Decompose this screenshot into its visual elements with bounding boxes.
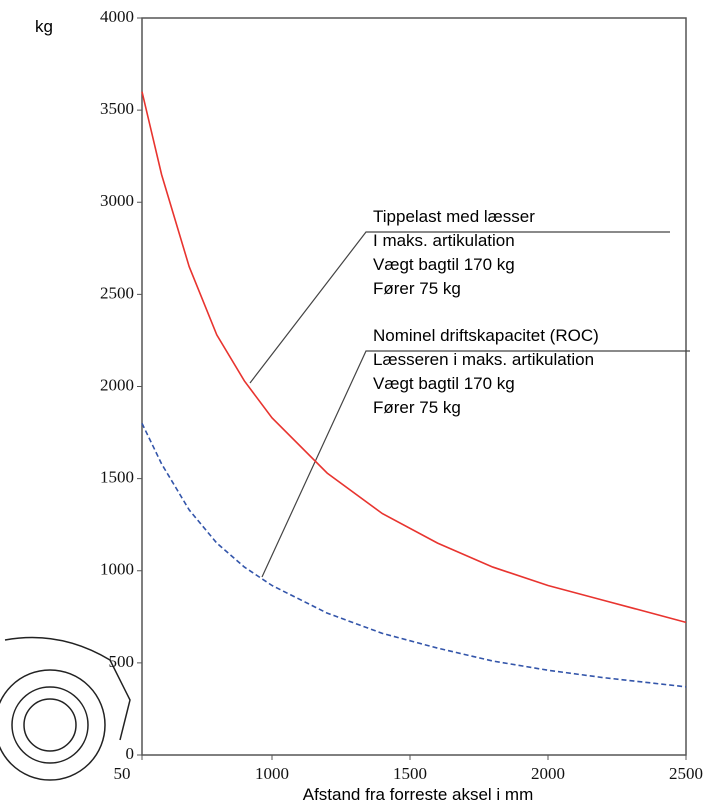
y-tick-label: 4000 bbox=[100, 7, 134, 26]
annotation: Fører 75 kg bbox=[373, 398, 461, 417]
y-tick-label: 2500 bbox=[100, 283, 134, 302]
annotation: I maks. artikulation bbox=[373, 231, 515, 250]
y-tick-label: 2000 bbox=[100, 375, 134, 394]
y-tick-label: 1000 bbox=[100, 560, 134, 579]
annotation: Vægt bagtil 170 kg bbox=[373, 255, 515, 274]
x-axis-label: Afstand fra forreste aksel i mm bbox=[303, 785, 534, 804]
x-tick-label: 1000 bbox=[255, 764, 289, 783]
y-tick-label: 1500 bbox=[100, 468, 134, 487]
wheel-drawing bbox=[0, 636, 131, 781]
annotation: Vægt bagtil 170 kg bbox=[373, 374, 515, 393]
series-line bbox=[141, 423, 687, 688]
leader-lines bbox=[249, 231, 690, 578]
x-tick-label: 1500 bbox=[393, 764, 427, 783]
x-tick-label: 2500 bbox=[669, 764, 703, 783]
annotation: Læsseren i maks. artikulation bbox=[373, 350, 594, 369]
y-axis-label: kg bbox=[35, 17, 53, 36]
x-tick-label: 50 bbox=[114, 764, 131, 783]
y-tick-label: 3000 bbox=[100, 191, 134, 210]
annotation: Tippelast med læsser bbox=[373, 207, 535, 226]
annotation: Fører 75 kg bbox=[373, 279, 461, 298]
y-tick-label: 0 bbox=[126, 744, 135, 763]
annotation: Nominel driftskapacitet (ROC) bbox=[373, 326, 599, 345]
y-tick-label: 3500 bbox=[100, 99, 134, 118]
y-tick-label: 500 bbox=[109, 652, 135, 671]
x-tick-label: 2000 bbox=[531, 764, 565, 783]
series-line bbox=[141, 91, 687, 624]
